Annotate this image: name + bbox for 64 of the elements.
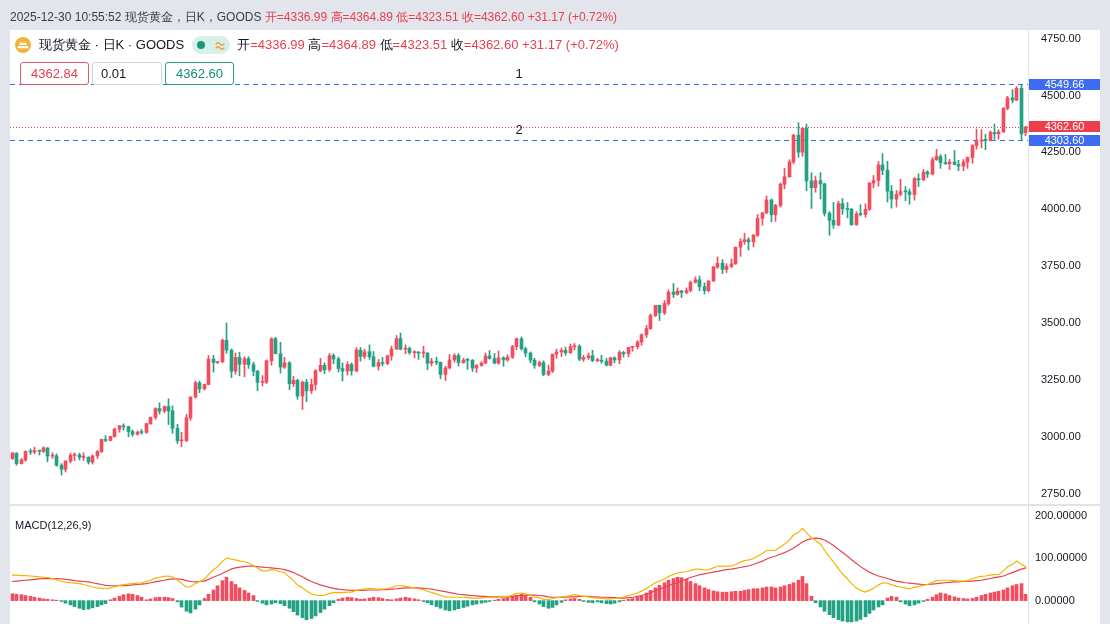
bar: [483, 600, 488, 603]
y-tick-label: 0.00000: [1035, 593, 1075, 606]
text: MACD(12,26,9): [15, 519, 92, 532]
bar: [331, 600, 336, 604]
bar: [376, 597, 381, 601]
bar: [916, 600, 921, 604]
bar: [586, 600, 591, 603]
bar: [546, 600, 551, 609]
bar: [425, 600, 430, 604]
bar: [354, 598, 359, 601]
ref-line-label: 4362.60: [1044, 120, 1085, 133]
bar: [260, 600, 265, 604]
text: 开=4336.99 高=4364.89 低=4323.51 收=4362.60 +31.17 (+0.72%): [264, 10, 618, 24]
y-tick-label: 4250.00: [1041, 145, 1081, 158]
bar: [273, 600, 278, 604]
bar: [349, 597, 354, 601]
y-tick-label: 100.00000: [1035, 551, 1087, 564]
annotation: 开=4336.99 高=4364.89 低=4323.51 收=4362.60 +31.17 (+0.72%): [237, 36, 619, 54]
bar: [572, 598, 577, 601]
bar: [813, 600, 818, 604]
bar: [278, 600, 283, 604]
bar: [63, 600, 68, 604]
annotation: 0.01: [101, 66, 127, 81]
ref-line-label: 4303.60: [1044, 134, 1085, 147]
y-tick-label: 200.00000: [1035, 508, 1087, 521]
quantity-field: 0.01: [92, 62, 162, 85]
bar: [501, 598, 506, 601]
bar: [103, 600, 108, 604]
y-tick-label: 3750.00: [1041, 259, 1081, 272]
annotation: 2: [515, 122, 523, 138]
price-button: 4362.60: [165, 62, 234, 85]
chart-subtitle: 现货黄金 · 日K · GOODS: [39, 36, 185, 54]
bar: [630, 598, 635, 601]
annotation: 4362.84: [31, 66, 78, 81]
bar: [438, 600, 443, 609]
bar: [77, 600, 82, 609]
price-button: 4362.84: [20, 62, 89, 85]
y-tick-label: 3500.00: [1041, 316, 1081, 329]
y-tick-label: 4500.00: [1041, 88, 1081, 101]
y-tick-label: 2750.00: [1041, 486, 1081, 499]
bar: [952, 596, 957, 601]
bar: [604, 600, 609, 604]
ref-line-label: 4549.66: [1044, 78, 1085, 91]
bar: [202, 598, 207, 601]
annotation: 1: [515, 66, 523, 82]
bar: [505, 597, 510, 601]
y-tick-label: 3000.00: [1041, 429, 1081, 442]
bar: [166, 597, 171, 601]
y-tick-label: 3250.00: [1041, 372, 1081, 385]
bar: [287, 600, 292, 609]
bar: [599, 600, 604, 604]
y-tick-label: 4000.00: [1041, 202, 1081, 215]
bar: [590, 600, 595, 604]
bar: [479, 600, 484, 604]
bar: [380, 598, 385, 601]
chart-title: 2025-12-30 10:55:52 现货黄金，日K，GOODS: [10, 10, 262, 24]
bar: [970, 598, 975, 601]
y-tick-label: 4750.00: [1041, 31, 1081, 44]
bar: [961, 598, 966, 601]
bar: [170, 598, 175, 601]
bar: [153, 597, 158, 601]
annotation: 4362.60: [176, 66, 223, 81]
bar: [559, 600, 564, 603]
bar: [612, 600, 617, 604]
